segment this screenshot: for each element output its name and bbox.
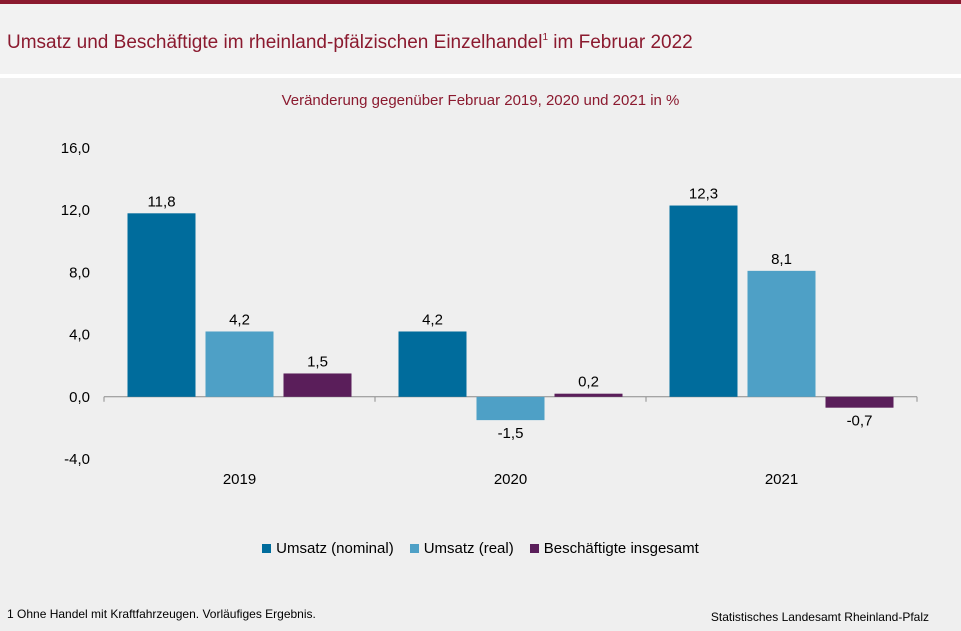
- data-label: 11,8: [147, 193, 175, 210]
- page-title: Umsatz und Beschäftigte im rheinland-pfä…: [7, 32, 693, 54]
- bar: [825, 396, 894, 408]
- footnote: 1 Ohne Handel mit Kraftfahrzeugen. Vorlä…: [7, 607, 316, 621]
- y-tick-label: -4,0: [64, 451, 90, 468]
- bar: [283, 373, 352, 397]
- legend-item: Beschäftigte insgesamt: [529, 540, 699, 557]
- y-tick-label: 12,0: [61, 202, 90, 219]
- chart-subtitle: Veränderung gegenüber Februar 2019, 2020…: [281, 92, 680, 109]
- legend-swatch: [409, 544, 419, 553]
- data-label: 12,3: [689, 186, 718, 203]
- bar: [205, 331, 274, 397]
- title-separator: [0, 74, 961, 78]
- data-label: 4,2: [229, 311, 250, 328]
- x-tick-label: 2021: [765, 471, 798, 488]
- label-layer: 11,8 4,2 1,5 4,2 -1,5 0,2 12,3 8,1 -0,7: [147, 186, 872, 443]
- data-label: -0,7: [847, 413, 873, 430]
- bar: [747, 270, 816, 397]
- legend-label: Umsatz (real): [423, 540, 514, 557]
- bar: [554, 393, 623, 397]
- bar: [669, 205, 738, 397]
- data-label: 4,2: [422, 311, 443, 328]
- title-band: Umsatz und Beschäftigte im rheinland-pfä…: [0, 4, 961, 74]
- data-label: 8,1: [771, 251, 792, 268]
- x-tick-label: 2020: [494, 471, 527, 488]
- bar: [476, 396, 545, 421]
- bar: [127, 213, 196, 397]
- bar: [398, 331, 467, 397]
- legend-item: Umsatz (nominal): [262, 540, 394, 557]
- title-footnote-marker: 1: [542, 32, 549, 43]
- legend-swatch: [529, 544, 539, 553]
- y-tick-label: 4,0: [69, 327, 90, 344]
- top-accent-bar: [0, 0, 961, 4]
- y-tick-label: 0,0: [69, 389, 90, 406]
- data-label: 0,2: [578, 374, 599, 391]
- y-tick-label: 8,0: [69, 264, 90, 281]
- legend-swatch: [262, 544, 272, 553]
- axis-layer: 16,0 12,0 8,0 4,0 0,0 -4,0 2019 2020 2021: [61, 140, 918, 488]
- data-label: -1,5: [498, 425, 524, 442]
- legend-label: Beschäftigte insgesamt: [543, 540, 699, 557]
- bar-layer: [127, 205, 894, 421]
- x-tick-label: 2019: [223, 471, 256, 488]
- data-label: 1,5: [307, 353, 328, 370]
- legend-label: Umsatz (nominal): [276, 540, 394, 557]
- title-suffix: im Februar 2022: [548, 32, 693, 53]
- y-tick-label: 16,0: [61, 140, 90, 157]
- title-text: Umsatz und Beschäftigte im rheinland-pfä…: [7, 32, 543, 53]
- source-credit: Statistisches Landesamt Rheinland-Pfalz: [710, 610, 929, 624]
- legend-item: Umsatz (real): [409, 540, 514, 557]
- chart-legend: Umsatz (nominal) Umsatz (real) Beschäftigt…: [0, 540, 961, 557]
